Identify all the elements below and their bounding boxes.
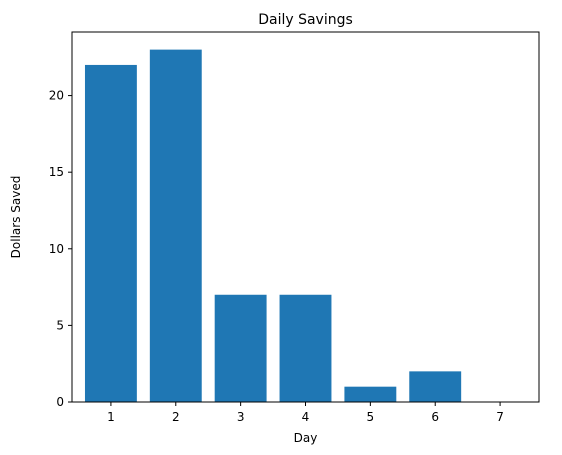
x-tick-label: 7 bbox=[496, 410, 504, 424]
bar-day-1 bbox=[84, 64, 137, 403]
x-tick-label: 4 bbox=[302, 410, 310, 424]
y-axis-ticks: 0 5 10 15 20 bbox=[49, 89, 72, 409]
x-tick-label: 3 bbox=[237, 410, 245, 424]
chart-title: Daily Savings bbox=[258, 12, 353, 28]
x-tick-label: 1 bbox=[107, 410, 115, 424]
bar-day-6 bbox=[409, 371, 462, 402]
y-tick-label: 10 bbox=[49, 242, 64, 256]
x-axis-label: Day bbox=[294, 431, 318, 445]
bar-day-3 bbox=[214, 294, 267, 402]
bar-day-5 bbox=[344, 386, 397, 402]
y-tick-label: 20 bbox=[49, 89, 64, 103]
x-tick-label: 2 bbox=[172, 410, 180, 424]
x-tick-label: 6 bbox=[431, 410, 439, 424]
y-tick-label: 0 bbox=[56, 395, 64, 409]
bar-day-2 bbox=[149, 49, 202, 402]
bars-group bbox=[84, 49, 462, 403]
x-tick-label: 5 bbox=[367, 410, 375, 424]
bar-day-4 bbox=[279, 294, 332, 402]
x-axis-ticks: 1 2 3 4 5 6 7 bbox=[107, 402, 504, 424]
y-axis-label: Dollars Saved bbox=[9, 176, 23, 259]
y-tick-label: 5 bbox=[56, 318, 64, 332]
y-tick-label: 15 bbox=[49, 165, 64, 179]
